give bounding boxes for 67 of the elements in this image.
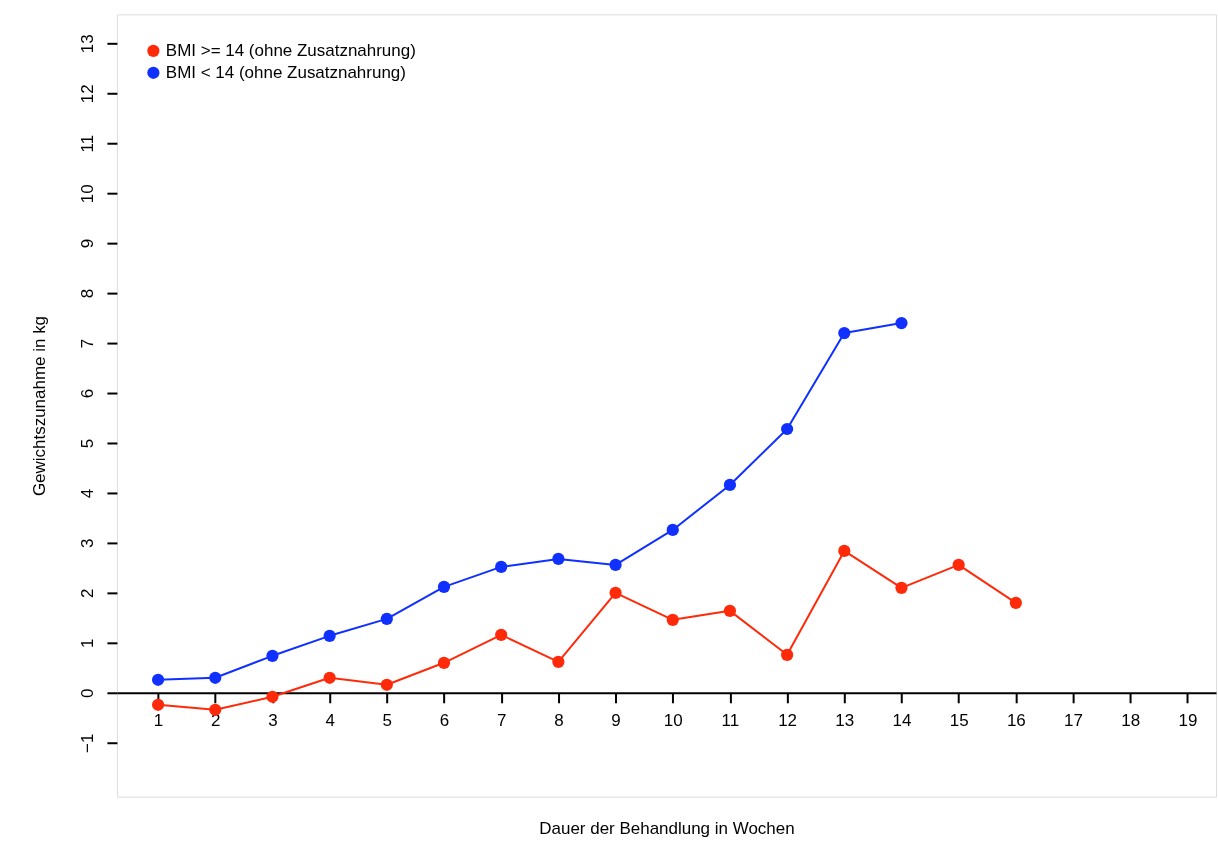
point: [1009, 596, 1022, 609]
x-tick-label: 5: [382, 711, 393, 731]
y-tick-label: 0: [78, 688, 98, 698]
x-tick-label: 9: [611, 711, 621, 731]
point: [895, 316, 908, 330]
x-tick-label: 8: [554, 711, 564, 731]
y-tick-label: 11: [78, 134, 98, 153]
x-tick-label: 18: [1121, 711, 1141, 731]
y-axis-title: Gewichtszunahme in kg: [30, 315, 50, 497]
point: [723, 478, 737, 492]
point: [952, 558, 965, 571]
x-tick-label: 13: [835, 711, 855, 731]
point: [780, 648, 794, 661]
y-tick-label: 7: [78, 338, 98, 349]
point: [552, 655, 565, 668]
legend-label: BMI < 14 (ohne Zusatznahrung): [165, 62, 406, 82]
point: [266, 649, 279, 662]
x-axis-title: Dauer der Behandlung in Wochen: [539, 819, 795, 839]
y-tick-label: −1: [78, 733, 98, 753]
y-tick-label: 9: [78, 238, 98, 249]
point: [266, 690, 279, 703]
y-tick-label: 1: [78, 638, 98, 649]
x-tick-label: 3: [268, 711, 278, 731]
y-tick-label: 12: [78, 84, 98, 104]
y-tick-label: 3: [78, 538, 98, 549]
point: [437, 656, 451, 669]
point: [666, 523, 679, 537]
point: [323, 629, 336, 642]
point: [666, 613, 679, 626]
point: [495, 560, 508, 573]
point: [209, 703, 222, 716]
y-tick-label: 10: [78, 184, 98, 204]
point: [838, 544, 851, 557]
x-tick-label: 1: [153, 711, 164, 731]
x-tick-label: 4: [325, 711, 335, 731]
point: [151, 673, 165, 686]
y-tick-label: 4: [78, 488, 98, 499]
point: [780, 422, 794, 436]
x-tick-label: 17: [1064, 711, 1083, 731]
point: [380, 678, 393, 691]
y-tick-label: 5: [78, 438, 98, 449]
point: [838, 326, 851, 340]
point: [323, 671, 336, 684]
point: [552, 552, 565, 565]
y-tick-label: 6: [78, 388, 98, 399]
x-tick-label: 11: [721, 711, 740, 731]
x-tick-label: 12: [778, 711, 798, 731]
y-tick-label: 2: [78, 588, 98, 599]
point: [209, 671, 222, 684]
point: [895, 581, 908, 594]
x-tick-label: 6: [439, 711, 450, 731]
x-tick-label: 15: [949, 711, 969, 731]
point: [609, 586, 622, 599]
x-tick-label: 10: [663, 711, 683, 731]
point: [437, 580, 451, 593]
point: [380, 612, 393, 625]
point: [495, 628, 508, 641]
point: [151, 698, 165, 711]
y-tick-label: 8: [78, 288, 98, 299]
point: [723, 604, 737, 617]
y-tick-label: 13: [78, 34, 98, 54]
point: [609, 558, 622, 571]
legend-label: BMI >= 14 (ohne Zusatznahrung): [165, 40, 416, 60]
x-tick-label: 14: [892, 711, 912, 731]
x-tick-label: 16: [1006, 711, 1026, 731]
x-tick-label: 19: [1178, 711, 1198, 731]
x-tick-label: 7: [496, 711, 507, 731]
